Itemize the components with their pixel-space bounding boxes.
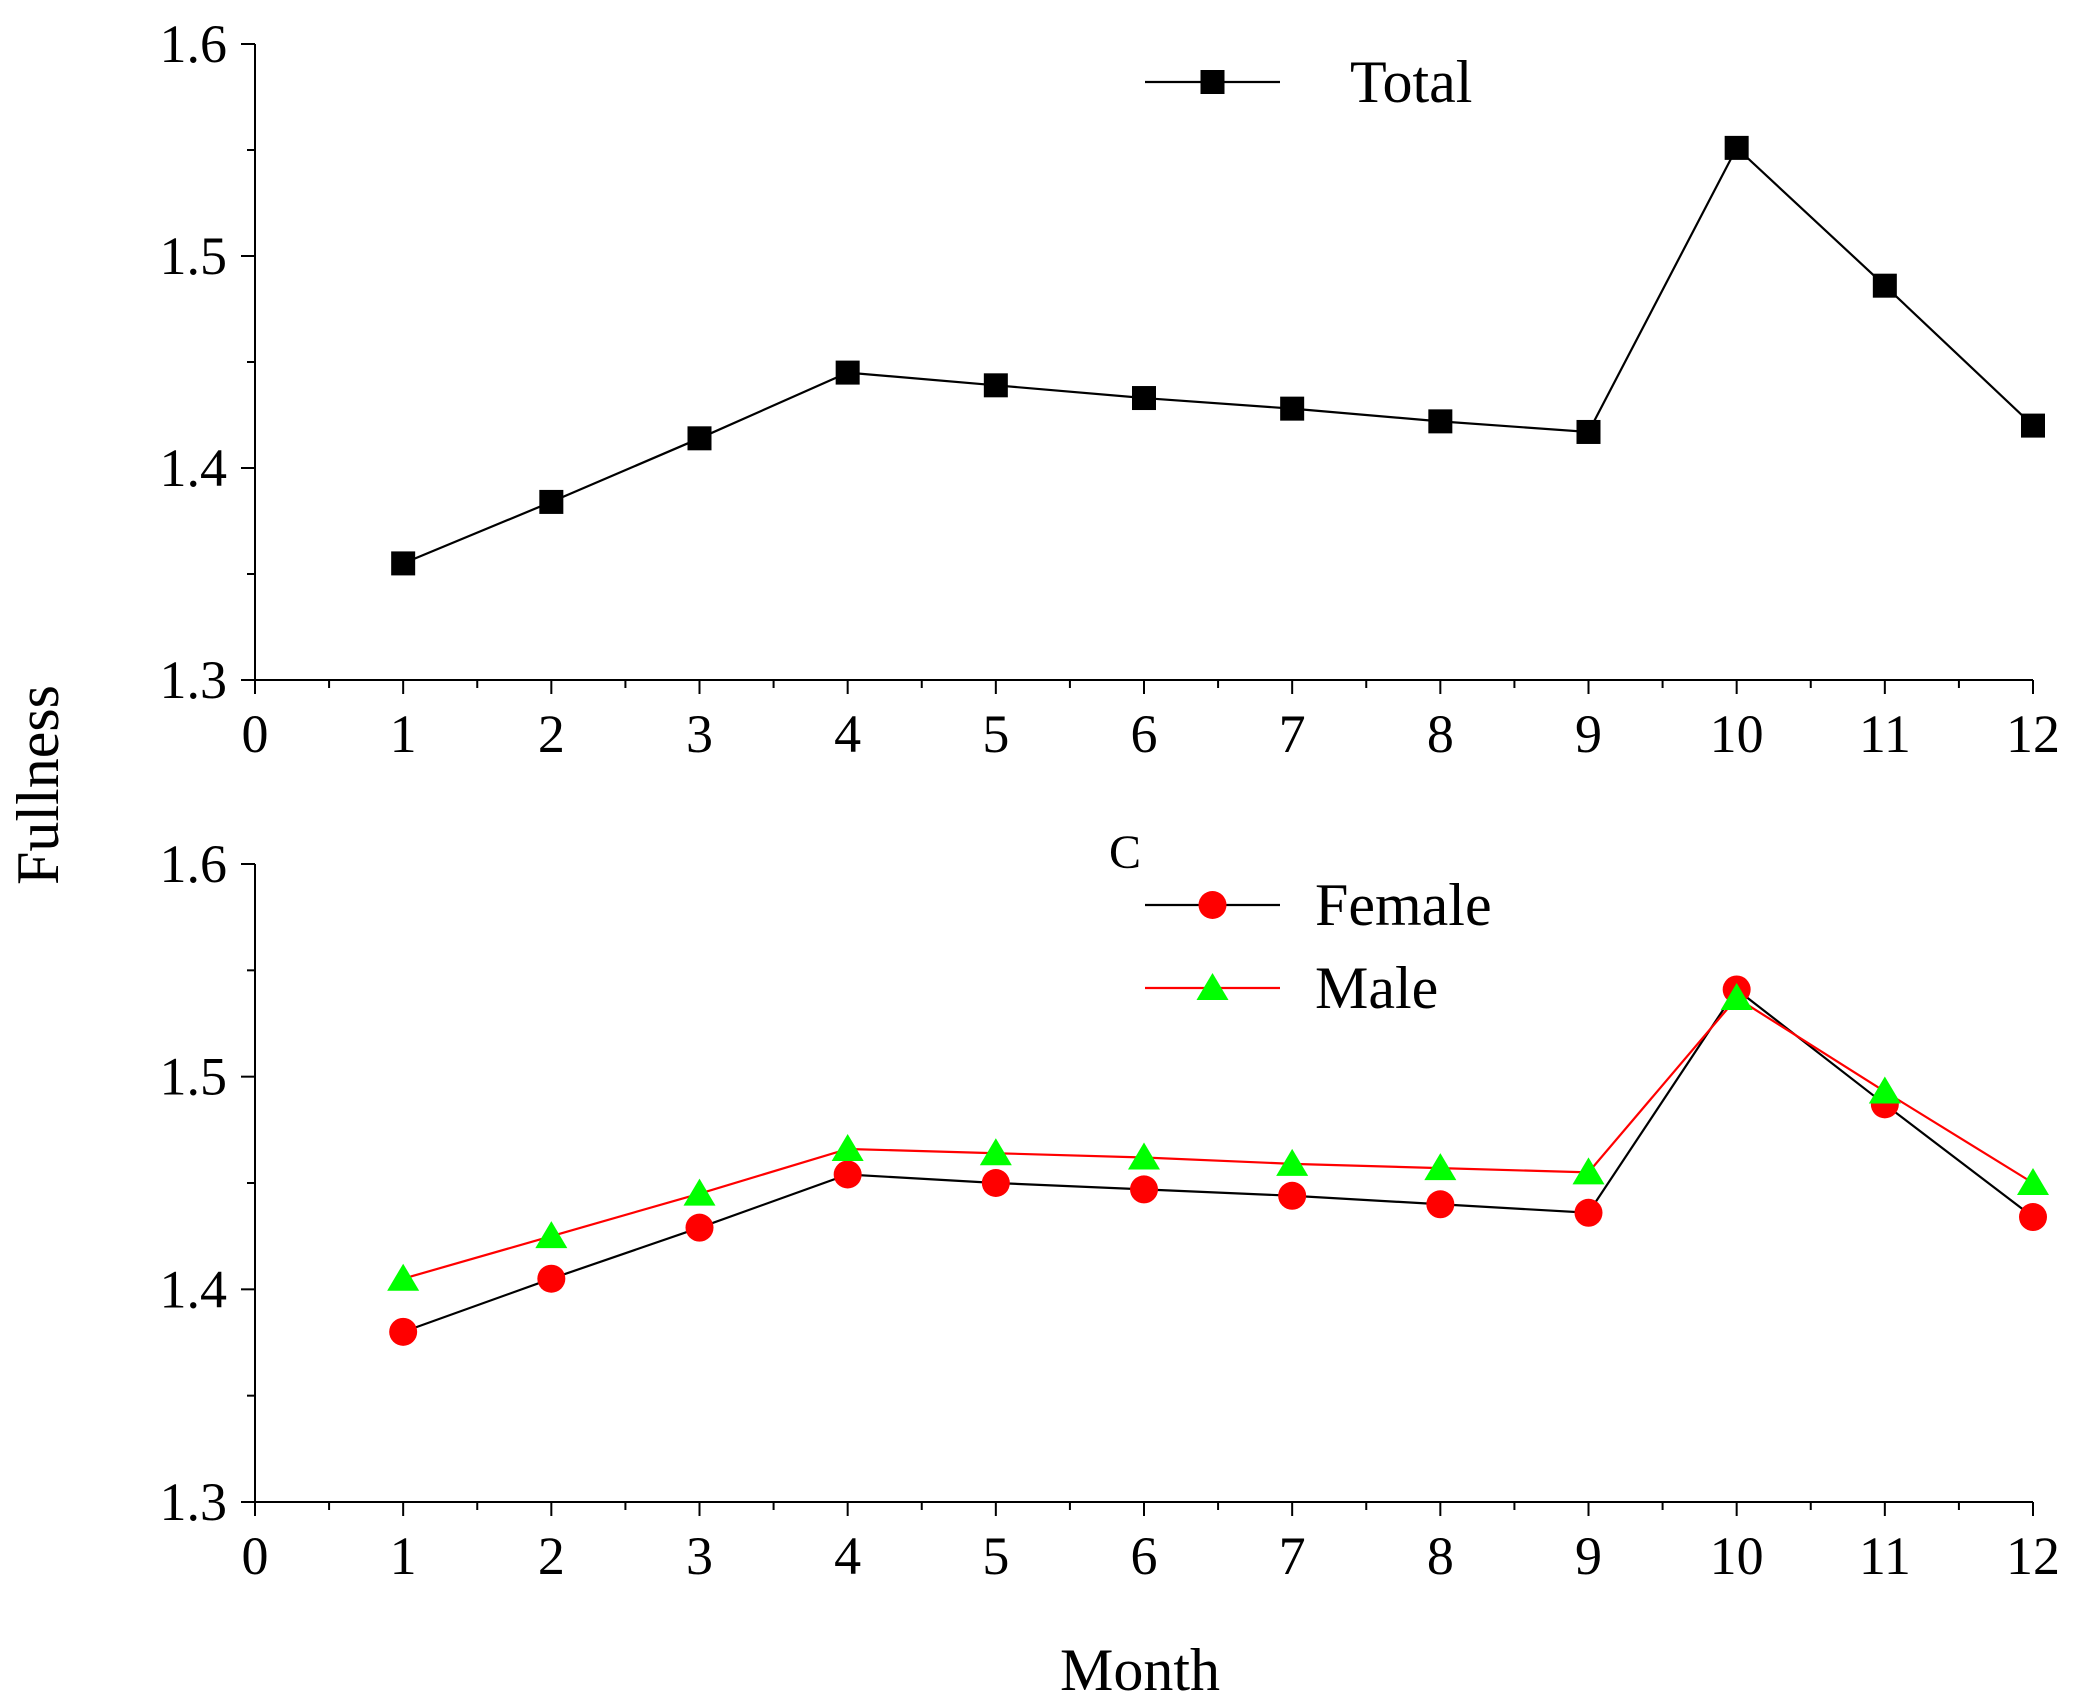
data-point-male: [1276, 1148, 1309, 1176]
legend-marker-female: [1198, 891, 1227, 919]
data-point-male: [831, 1133, 864, 1161]
data-point-female: [833, 1160, 862, 1189]
x-tick-label: 5: [982, 1526, 1009, 1586]
data-point-total: [1280, 396, 1305, 421]
series-line-female: [402, 987, 2034, 1333]
data-point-female: [1574, 1198, 1603, 1227]
data-point-total: [1724, 135, 1749, 160]
data-point-male: [387, 1263, 420, 1291]
legend-marker-total: [1200, 70, 1225, 94]
x-tick-label: 12: [2006, 1526, 2060, 1586]
y-tick-label: 1.3: [160, 1472, 228, 1532]
data-point-total: [2021, 413, 2045, 438]
data-point-total: [391, 551, 416, 576]
y-tick-label: 1.4: [160, 1259, 228, 1319]
x-tick-label: 11: [1859, 704, 1911, 764]
x-tick-label: 4: [834, 1526, 861, 1586]
x-tick-label: 9: [1575, 1526, 1602, 1586]
data-point-male: [535, 1221, 568, 1249]
y-axis-label: Fullness: [5, 685, 71, 885]
legend-label-male: Male: [1315, 955, 1438, 1021]
y-tick-label: 1.6: [160, 14, 228, 74]
x-tick-label: 7: [1279, 1526, 1306, 1586]
x-tick-label: 9: [1575, 704, 1602, 764]
y-tick-label: 1.5: [160, 226, 228, 286]
data-point-total: [1576, 419, 1601, 444]
x-tick-label: 5: [982, 704, 1009, 764]
x-tick-label: 0: [242, 704, 269, 764]
data-point-male: [683, 1178, 716, 1206]
data-point-male: [979, 1138, 1012, 1166]
data-point-male: [1572, 1157, 1605, 1185]
data-point-female: [685, 1213, 714, 1242]
x-tick-label: 3: [686, 1526, 713, 1586]
data-point-total: [1428, 409, 1453, 434]
legend-marker-male: [1196, 973, 1229, 1000]
data-point-female: [2019, 1203, 2047, 1232]
y-tick-label: 1.3: [160, 650, 228, 710]
x-tick-label: 0: [242, 1526, 269, 1586]
x-tick-label: 2: [538, 704, 565, 764]
x-tick-label: 11: [1859, 1526, 1911, 1586]
x-tick-label: 2: [538, 1526, 565, 1586]
series-line-male: [402, 996, 2034, 1280]
x-tick-label: 6: [1131, 704, 1158, 764]
x-tick-label: 6: [1131, 1526, 1158, 1586]
x-tick-label: 8: [1427, 1526, 1454, 1586]
data-point-total: [1132, 386, 1156, 411]
x-tick-label: 12: [2006, 704, 2060, 764]
data-point-female: [537, 1264, 566, 1293]
series-line-total: [402, 146, 2034, 565]
legend-label-total: Total: [1350, 49, 1472, 115]
data-point-female: [1278, 1181, 1307, 1210]
x-tick-label: 7: [1279, 704, 1306, 764]
x-axis-label: Month: [1060, 1637, 1220, 1703]
data-point-male: [1868, 1076, 1901, 1104]
data-point-female: [981, 1169, 1010, 1197]
data-point-male: [1424, 1153, 1457, 1181]
data-point-female: [1130, 1175, 1158, 1204]
data-point-male: [1128, 1142, 1160, 1170]
data-point-total: [835, 360, 860, 385]
x-tick-label: 3: [686, 704, 713, 764]
y-tick-label: 1.6: [160, 834, 228, 894]
x-tick-label: 10: [1710, 704, 1764, 764]
data-point-male: [2017, 1168, 2049, 1195]
data-point-total: [983, 373, 1008, 398]
data-point-female: [389, 1317, 418, 1346]
data-point-male: [1720, 982, 1753, 1010]
panel-tag: C: [1109, 826, 1141, 879]
x-tick-label: 1: [390, 1526, 417, 1586]
x-tick-label: 10: [1710, 1526, 1764, 1586]
data-point-female: [1426, 1190, 1455, 1219]
x-tick-label: 4: [834, 704, 861, 764]
x-tick-label: 8: [1427, 704, 1454, 764]
y-tick-label: 1.5: [160, 1047, 228, 1107]
legend-label-female: Female: [1315, 872, 1492, 938]
x-tick-label: 1: [390, 704, 417, 764]
data-point-total: [1872, 273, 1897, 298]
y-tick-label: 1.4: [160, 438, 228, 498]
data-point-total: [687, 426, 712, 451]
data-point-total: [539, 489, 564, 514]
